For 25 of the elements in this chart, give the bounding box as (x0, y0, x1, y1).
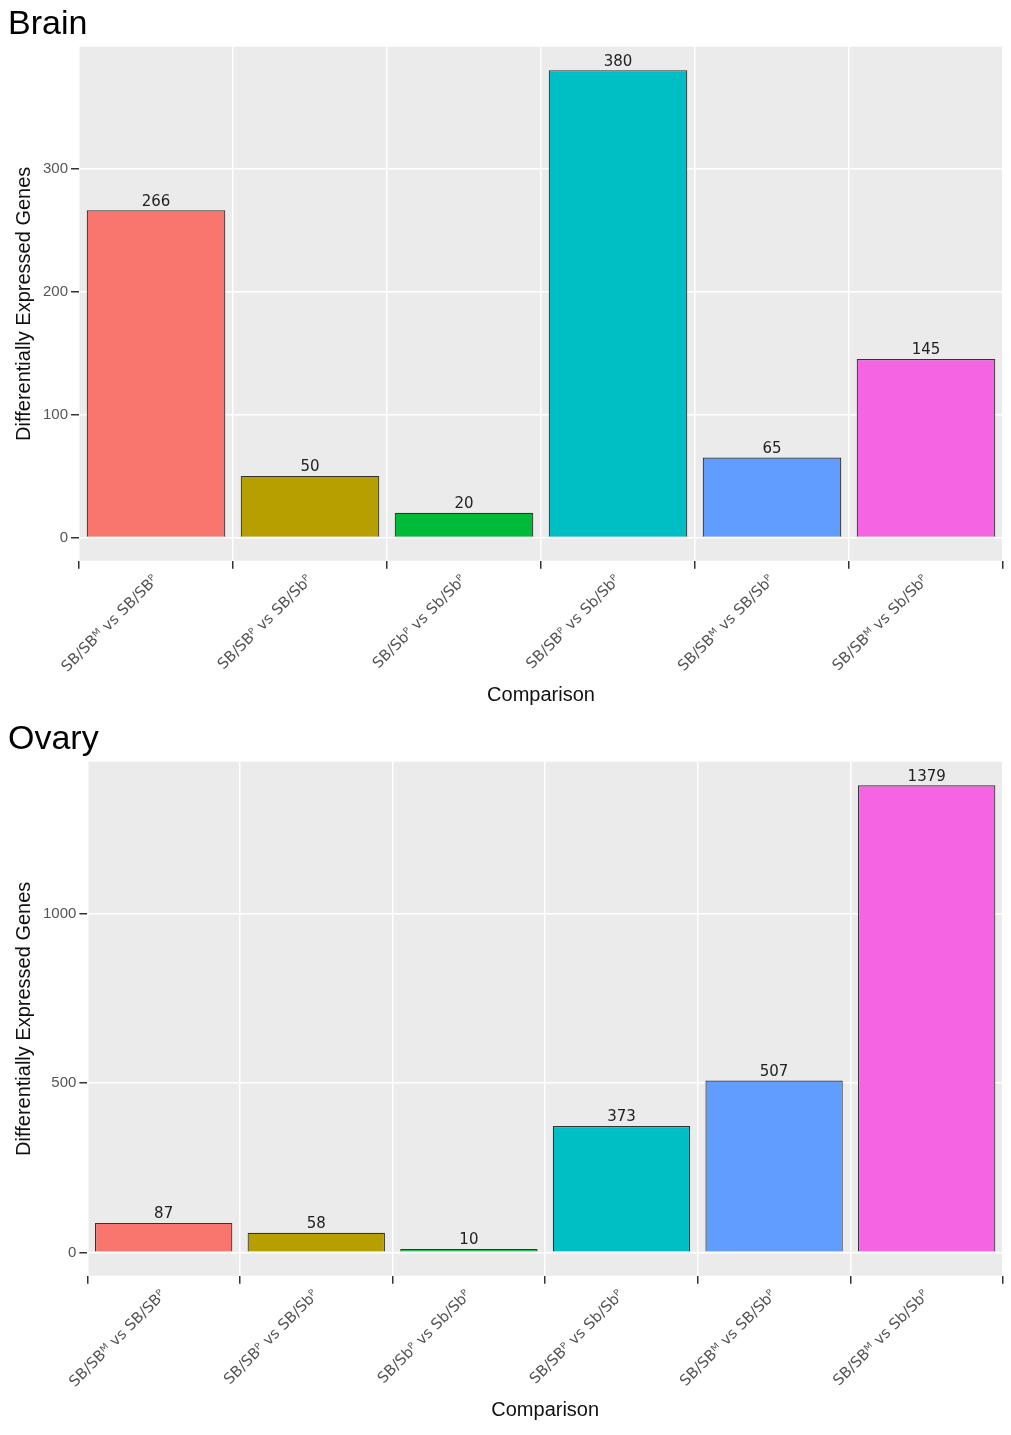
y-tick-label: 300 (43, 158, 69, 176)
data-label: 50 (300, 457, 320, 476)
data-label: 58 (306, 1214, 326, 1233)
y-tick-label: 0 (68, 1242, 77, 1260)
data-label: 20 (454, 494, 474, 513)
data-label: 145 (911, 340, 941, 359)
data-label: 373 (607, 1107, 636, 1126)
data-label: 10 (459, 1230, 479, 1249)
data-label: 266 (141, 191, 171, 210)
y-tick-label: 0 (59, 527, 69, 545)
y-tick-label: 1000 (42, 903, 77, 921)
data-label: 1379 (907, 766, 946, 785)
x-axis-title: Comparison (487, 682, 595, 705)
data-label: 380 (603, 51, 633, 70)
chart-title: Ovary (8, 717, 99, 756)
y-tick-label: 100 (43, 404, 69, 422)
data-label: 87 (154, 1204, 174, 1223)
x-axis-title: Comparison (491, 1397, 600, 1420)
chart-title: Brain (8, 2, 88, 41)
y-tick-label: 500 (51, 1073, 77, 1091)
data-label: 507 (759, 1061, 789, 1080)
y-axis-title: Differentially Expressed Genes (11, 166, 34, 441)
y-axis-title: Differentially Expressed Genes (11, 881, 34, 1156)
y-tick-label: 200 (43, 281, 69, 299)
data-label: 65 (762, 438, 782, 457)
